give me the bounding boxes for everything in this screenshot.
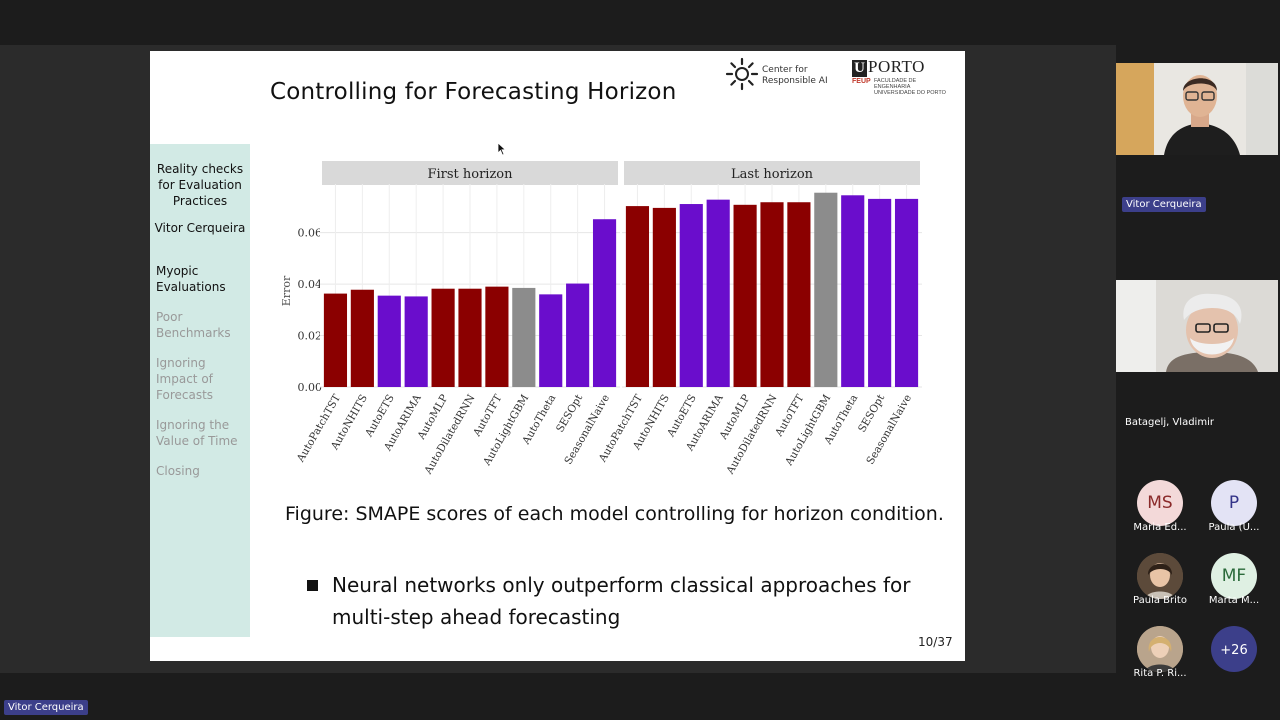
- mouse-pointer-icon: [497, 142, 507, 156]
- participant-name-tag: Vitor Cerqueira: [1122, 197, 1206, 212]
- bar: [841, 195, 865, 387]
- bar: [512, 287, 536, 387]
- sidebar-item-myopic-evaluations[interactable]: Myopic Evaluations: [156, 263, 248, 295]
- participant-avatar[interactable]: P: [1211, 480, 1257, 526]
- presentation-slide: Controlling for Forecasting Horizon Cent…: [150, 51, 965, 661]
- logo-u-mark: U: [852, 60, 867, 77]
- video-tile-vladimir[interactable]: [1116, 280, 1278, 372]
- participant-video-icon: [1116, 63, 1278, 155]
- bar: [323, 293, 348, 387]
- bar: [592, 219, 617, 387]
- sidebar-item-label: Forecasts: [156, 388, 214, 402]
- bar: [485, 286, 509, 387]
- participant-video-icon: [1116, 280, 1278, 372]
- sidebar-author: Vitor Cerqueira: [154, 221, 246, 235]
- logo-text-line1: Center for: [762, 65, 808, 75]
- y-tick-label: 0.00: [298, 381, 323, 394]
- bar: [760, 202, 784, 387]
- sun-logo-icon: [725, 57, 759, 91]
- bar: [679, 204, 703, 387]
- logo-porto-text: PORTO: [868, 57, 925, 76]
- avatar-initials: MF: [1221, 566, 1247, 586]
- panel-header: [624, 161, 920, 185]
- logo-feup-sub1: FACULDADE DE ENGENHARIA: [874, 78, 917, 90]
- bar: [404, 296, 428, 387]
- bar: [814, 192, 838, 387]
- presenter-name-tag: Vitor Cerqueira: [4, 700, 88, 715]
- panel-title: First horizon: [427, 167, 513, 182]
- participant-name-label: Batagelj, Vladimir: [1125, 417, 1214, 428]
- figure-caption: Figure: SMAPE scores of each model contr…: [285, 503, 944, 525]
- logo-feup-sub2: UNIVERSIDADE DO PORTO: [874, 90, 946, 96]
- bar: [652, 207, 676, 387]
- sidebar-item-label: Benchmarks: [156, 326, 231, 340]
- bullet-text-line2: multi-step ahead forecasting: [332, 605, 621, 629]
- sidebar-title-line2: for Evaluation: [158, 178, 242, 192]
- participant-avatar-name: Marta M...: [1208, 595, 1260, 606]
- participant-avatar[interactable]: [1137, 626, 1183, 672]
- slide-sidebar: Reality checks for Evaluation Practices …: [150, 144, 250, 637]
- bar: [539, 294, 563, 387]
- sidebar-item-label: Evaluations: [156, 280, 226, 294]
- sidebar-item-label: Ignoring: [156, 356, 206, 370]
- more-participants-button[interactable]: +26: [1211, 626, 1257, 672]
- bar: [733, 204, 757, 387]
- avatar-initials: P: [1228, 493, 1240, 513]
- y-tick-label: 0.04: [298, 278, 323, 291]
- sidebar-title-line3: Practices: [172, 194, 228, 208]
- avatar-initials: MS: [1147, 493, 1173, 513]
- sidebar-item-label: Poor: [156, 310, 183, 324]
- bar: [377, 295, 401, 387]
- bullet-text-line1: Neural networks only outperform classica…: [332, 573, 911, 597]
- sidebar-item-label: Value of Time: [156, 434, 238, 448]
- logo-text-line2: Responsible AI: [762, 76, 828, 86]
- bar: [458, 288, 482, 387]
- more-participants-count: +26: [1220, 643, 1248, 658]
- bar: [566, 283, 590, 387]
- y-tick-label: 0.06: [298, 227, 323, 240]
- sidebar-title-line1: Reality checks: [156, 162, 244, 176]
- logo-feup-text: FEUP: [852, 78, 871, 85]
- sidebar-item-label: Myopic: [156, 264, 199, 278]
- participant-avatar-name: Paula (U...: [1208, 522, 1260, 533]
- bar: [350, 289, 374, 387]
- participant-avatar-name: Paula Brito: [1133, 595, 1187, 606]
- bar: [625, 206, 650, 387]
- sidebar-item-ignoring-value-of-time[interactable]: Ignoring the Value of Time: [156, 417, 248, 449]
- bullet-square-icon: [307, 580, 318, 591]
- uporto-logo: U PORTO FEUP FACULDADE DE ENGENHARIA UNI…: [852, 57, 952, 96]
- sidebar-presentation-title: Reality checks for Evaluation Practices: [150, 161, 250, 209]
- participant-avatar[interactable]: MF: [1211, 553, 1257, 599]
- participant-avatar-name: Rita P. Ri...: [1133, 668, 1187, 679]
- slide-title: Controlling for Forecasting Horizon: [270, 79, 677, 105]
- bar: [706, 199, 730, 387]
- slide-page-number: 10/37: [918, 635, 953, 649]
- panel-header: [322, 161, 618, 185]
- participant-photo-icon: [1137, 626, 1183, 672]
- participant-photo-icon: [1137, 553, 1183, 599]
- bar: [894, 198, 919, 387]
- bar: [787, 202, 811, 387]
- panel-title: Last horizon: [731, 167, 814, 182]
- center-responsible-ai-logo: Center for Responsible AI: [725, 57, 845, 91]
- y-tick-label: 0.02: [298, 330, 323, 343]
- y-axis-label: Error: [280, 275, 293, 306]
- sidebar-item-label: Ignoring the: [156, 418, 230, 432]
- sidebar-item-closing[interactable]: Closing: [156, 463, 248, 479]
- participant-avatar-name: Maria Ed...: [1133, 522, 1187, 533]
- sidebar-item-label: Closing: [156, 464, 200, 478]
- video-tile-vitor[interactable]: [1116, 63, 1278, 155]
- participant-avatar[interactable]: MS: [1137, 480, 1183, 526]
- bar: [868, 198, 892, 387]
- bar: [431, 288, 455, 387]
- sidebar-item-poor-benchmarks[interactable]: Poor Benchmarks: [156, 309, 248, 341]
- sidebar-item-label: Impact of: [156, 372, 213, 386]
- sidebar-item-ignoring-impact[interactable]: Ignoring Impact of Forecasts: [156, 355, 248, 403]
- participant-avatar[interactable]: [1137, 553, 1183, 599]
